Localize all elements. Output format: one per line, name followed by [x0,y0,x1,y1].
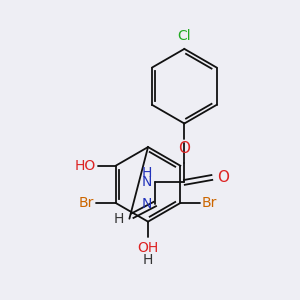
Text: H: H [142,167,152,180]
Text: O: O [217,170,229,185]
Text: HO: HO [75,159,96,173]
Text: H: H [114,212,124,226]
Text: Br: Br [202,196,217,210]
Text: O: O [178,141,190,156]
Text: Cl: Cl [178,29,191,43]
Text: N: N [142,176,152,189]
Text: N: N [142,197,152,211]
Text: Br: Br [79,196,94,210]
Text: OH: OH [137,241,159,255]
Text: H: H [143,253,153,267]
